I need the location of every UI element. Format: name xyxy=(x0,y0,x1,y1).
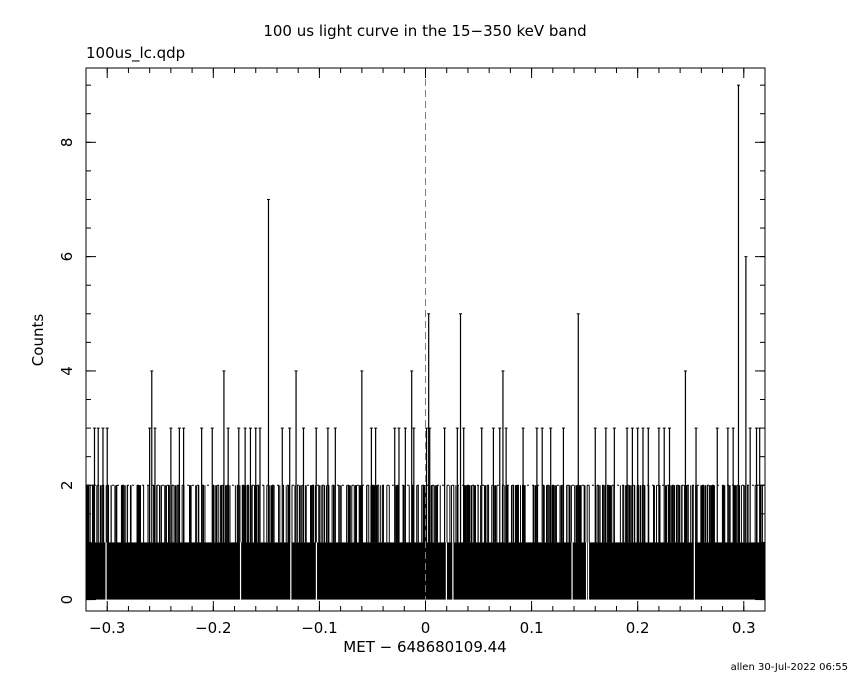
x-tick-label: 0.2 xyxy=(626,619,650,637)
y-tick-label: 8 xyxy=(58,138,76,148)
x-axis-label: MET − 648680109.44 xyxy=(343,638,507,656)
x-tick-label: −0.1 xyxy=(301,619,337,637)
x-tick-label: 0.1 xyxy=(520,619,544,637)
x-tick-label: 0 xyxy=(421,619,431,637)
chart-subtitle-filename: 100us_lc.qdp xyxy=(86,44,186,62)
y-tick-label: 4 xyxy=(58,366,76,376)
axis-tick-labels: −0.3 −0.2 −0.1 0 0.1 0.2 0.3 0 2 4 6 8 xyxy=(58,138,756,637)
x-tick-label: −0.3 xyxy=(89,619,125,637)
y-tick-label: 2 xyxy=(58,480,76,490)
y-tick-label: 6 xyxy=(58,252,76,262)
chart-title: 100 us light curve in the 15−350 keV ban… xyxy=(263,22,587,40)
axis-ticks xyxy=(85,68,766,611)
peak-count-bars xyxy=(92,84,762,543)
background-count-bars xyxy=(86,484,765,600)
y-axis-label: Counts xyxy=(29,313,47,367)
footer-credit: allen 30-Jul-2022 06:55 xyxy=(730,662,848,673)
x-tick-label: −0.2 xyxy=(195,619,231,637)
x-tick-label: 0.3 xyxy=(732,619,756,637)
y-tick-label: 0 xyxy=(58,595,76,605)
